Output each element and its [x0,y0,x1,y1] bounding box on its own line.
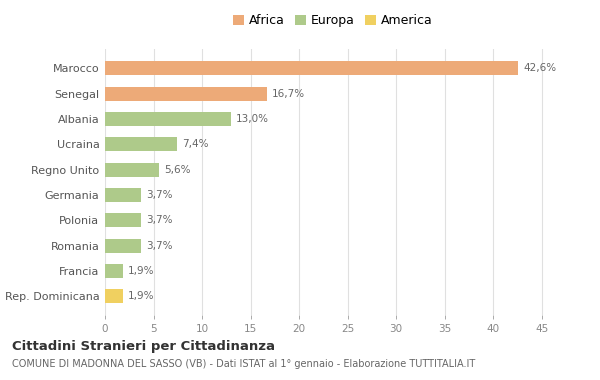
Text: 3,7%: 3,7% [146,241,172,251]
Bar [105,87,267,101]
Bar [105,62,518,75]
Text: 5,6%: 5,6% [164,165,191,175]
Text: 3,7%: 3,7% [146,215,172,225]
Bar [105,264,124,278]
Text: 7,4%: 7,4% [182,139,208,149]
Bar [105,138,177,151]
Text: 13,0%: 13,0% [236,114,269,124]
Legend: Africa, Europa, America: Africa, Europa, America [233,14,433,27]
Text: Cittadini Stranieri per Cittadinanza: Cittadini Stranieri per Cittadinanza [12,340,275,353]
Text: 3,7%: 3,7% [146,190,172,200]
Text: 42,6%: 42,6% [523,63,556,73]
Text: COMUNE DI MADONNA DEL SASSO (VB) - Dati ISTAT al 1° gennaio - Elaborazione TUTTI: COMUNE DI MADONNA DEL SASSO (VB) - Dati … [12,359,475,369]
Text: 16,7%: 16,7% [272,89,305,99]
Bar [105,239,141,253]
Bar [105,188,141,202]
Bar [105,112,231,126]
Bar [105,163,160,177]
Text: 1,9%: 1,9% [128,266,155,276]
Bar [105,214,141,227]
Text: 1,9%: 1,9% [128,291,155,301]
Bar [105,290,124,303]
